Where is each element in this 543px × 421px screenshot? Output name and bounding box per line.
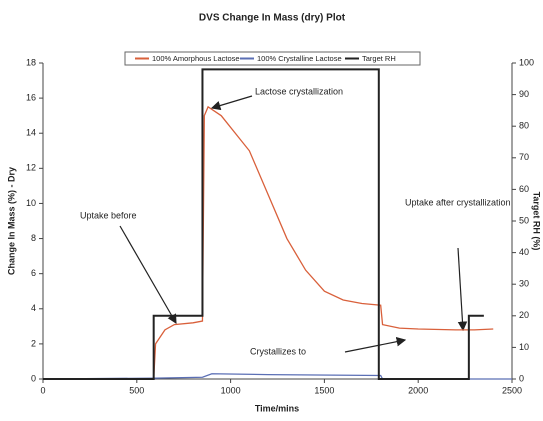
y2-tick-label: 10 [519,342,529,352]
y-tick-label: 10 [26,198,36,208]
x-axis-label: Time/mins [255,403,299,413]
y2-tick-label: 80 [519,121,529,131]
y2-tick-label: 0 [519,373,524,383]
x-tick-label: 1000 [221,385,241,395]
y2-tick-label: 70 [519,152,529,162]
y2-axis-label: Target RH (%) [532,192,542,251]
y-tick-label: 18 [26,57,36,67]
x-tick-label: 2500 [502,385,522,395]
x-tick-label: 2000 [408,385,428,395]
legend-label: Target RH [362,54,396,63]
arrow [119,225,177,325]
series-line [43,105,494,380]
legend-label: 100% Amorphous Lactose [152,54,240,63]
annotation: Uptake before [80,210,137,220]
x-tick-label: 500 [129,385,144,395]
arrow [210,95,253,111]
y2-tick-label: 50 [519,215,529,225]
y-tick-label: 2 [31,338,36,348]
chart-title: DVS Change In Mass (dry) Plot [199,13,346,24]
y2-tick-label: 100 [519,57,534,67]
y2-tick-label: 60 [519,184,529,194]
y-tick-label: 4 [31,303,36,313]
x-tick-label: 1500 [314,385,334,395]
y2-tick-label: 30 [519,279,529,289]
annotation: Uptake after crystallization [405,197,511,207]
y-tick-label: 16 [26,92,36,102]
series-line [43,68,484,380]
legend [124,51,421,66]
arrow [457,247,468,332]
arrow [344,336,407,353]
y-tick-label: 12 [26,163,36,173]
y2-tick-label: 40 [519,247,529,257]
y2-tick-label: 20 [519,310,529,320]
y-tick-label: 14 [26,128,36,138]
y-tick-label: 0 [31,373,36,383]
legend-label: 100% Crystalline Lactose [257,54,342,63]
annotation: Lactose crystallization [255,86,343,96]
y-tick-label: 8 [31,233,36,243]
y2-tick-label: 90 [519,89,529,99]
y-axis-label: Change In Mass (%) - Dry [6,167,16,275]
annotation: Crystallizes to [250,346,306,356]
y-tick-label: 6 [31,268,36,278]
x-tick-label: 0 [40,385,45,395]
